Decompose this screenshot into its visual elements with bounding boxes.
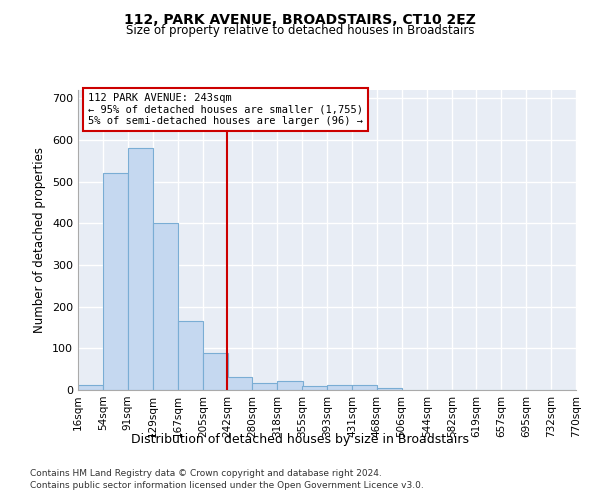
Bar bbox=[302, 386, 327, 390]
Bar bbox=[277, 381, 302, 390]
Bar bbox=[103, 172, 128, 390]
Bar bbox=[128, 148, 152, 390]
Bar bbox=[227, 376, 253, 390]
Bar bbox=[253, 382, 277, 390]
Bar bbox=[327, 386, 352, 390]
Bar bbox=[178, 322, 203, 390]
Bar bbox=[152, 224, 178, 390]
Text: Distribution of detached houses by size in Broadstairs: Distribution of detached houses by size … bbox=[131, 432, 469, 446]
Text: 112 PARK AVENUE: 243sqm
← 95% of detached houses are smaller (1,755)
5% of semi-: 112 PARK AVENUE: 243sqm ← 95% of detache… bbox=[88, 93, 363, 126]
Text: 112, PARK AVENUE, BROADSTAIRS, CT10 2EZ: 112, PARK AVENUE, BROADSTAIRS, CT10 2EZ bbox=[124, 12, 476, 26]
Text: Contains public sector information licensed under the Open Government Licence v3: Contains public sector information licen… bbox=[30, 481, 424, 490]
Y-axis label: Number of detached properties: Number of detached properties bbox=[34, 147, 46, 333]
Text: Size of property relative to detached houses in Broadstairs: Size of property relative to detached ho… bbox=[126, 24, 474, 37]
Bar bbox=[352, 385, 377, 390]
Bar bbox=[377, 388, 401, 390]
Bar bbox=[78, 384, 103, 390]
Bar bbox=[203, 354, 228, 390]
Text: Contains HM Land Registry data © Crown copyright and database right 2024.: Contains HM Land Registry data © Crown c… bbox=[30, 468, 382, 477]
